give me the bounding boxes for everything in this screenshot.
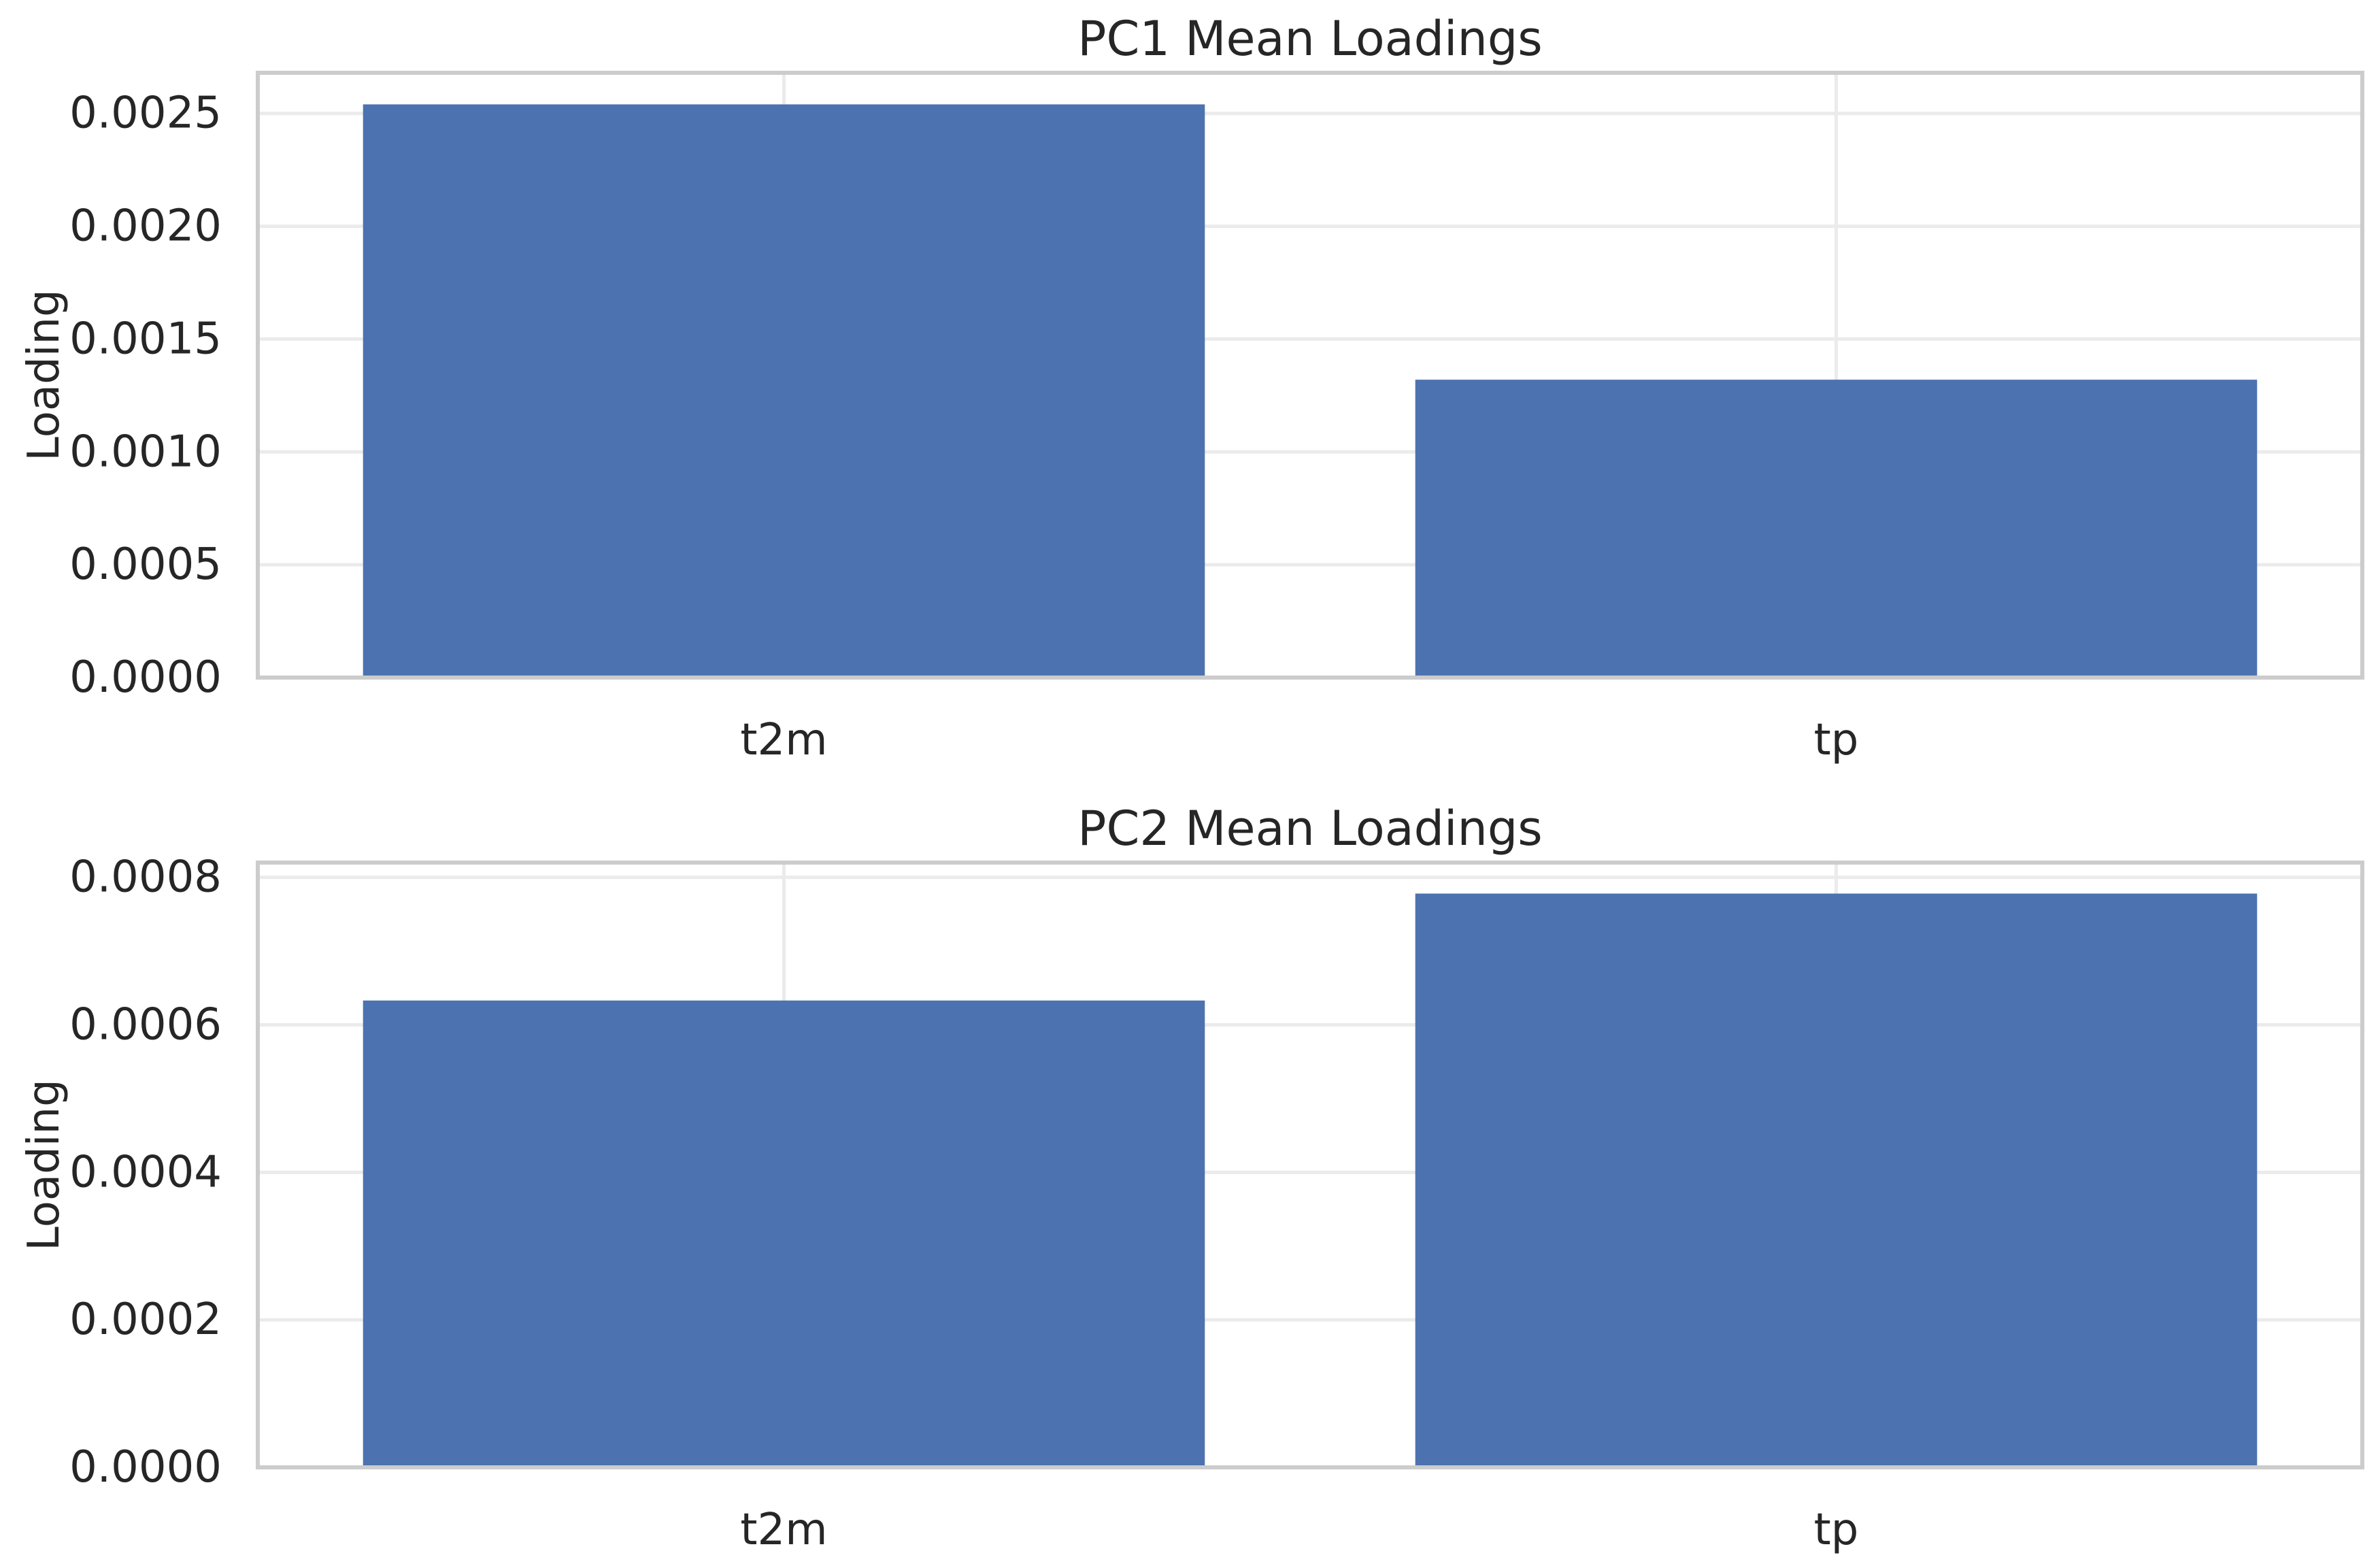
pc1-y-tick-label: 0.0020 — [69, 201, 222, 252]
pc1-axes-frame — [256, 71, 2364, 680]
pc1-x-tick-label: tp — [1814, 715, 1859, 765]
pc2-y-tick-label: 0.0004 — [69, 1147, 222, 1197]
pc2-chart-title: PC2 Mean Loadings — [1077, 801, 1543, 856]
pc2-chart-panel: 0.0000 0.0002 0.0004 0.0006 0.0008 t2m tp PC2 M… — [19, 801, 2364, 1555]
pc2-y-tick-label: 0.0008 — [69, 852, 222, 903]
pc2-bar-tp — [1415, 893, 2258, 1467]
pc1-y-tick-label: 0.0005 — [69, 539, 222, 590]
pc2-x-tick-label: tp — [1814, 1505, 1859, 1555]
pc1-y-tick-label: 0.0000 — [69, 652, 222, 703]
pc2-axes-frame — [256, 861, 2364, 1469]
pc1-y-axis-label: Loading — [19, 289, 69, 461]
pc2-x-tick-label: t2m — [740, 1505, 827, 1555]
pc1-chart-panel: 0.0000 0.0005 0.0010 0.0015 0.0020 0.0025 t2m t… — [19, 11, 2364, 765]
pc1-x-tick-label: t2m — [740, 715, 827, 765]
pc2-y-axis-label: Loading — [19, 1079, 69, 1251]
pc1-y-tick-label: 0.0015 — [69, 314, 222, 364]
pc2-y-tick-label: 0.0006 — [69, 1000, 222, 1050]
pc1-chart-title: PC1 Mean Loadings — [1077, 11, 1543, 67]
pc1-bar-t2m — [363, 104, 1205, 678]
pc2-y-tick-label: 0.0002 — [69, 1295, 222, 1345]
pc1-y-tick-label: 0.0010 — [69, 427, 222, 477]
pc2-bar-t2m — [363, 1000, 1205, 1467]
pc1-bar-tp — [1415, 380, 2258, 678]
pc2-y-tick-label: 0.0000 — [69, 1442, 222, 1493]
pc1-y-tick-label: 0.0025 — [69, 88, 222, 139]
